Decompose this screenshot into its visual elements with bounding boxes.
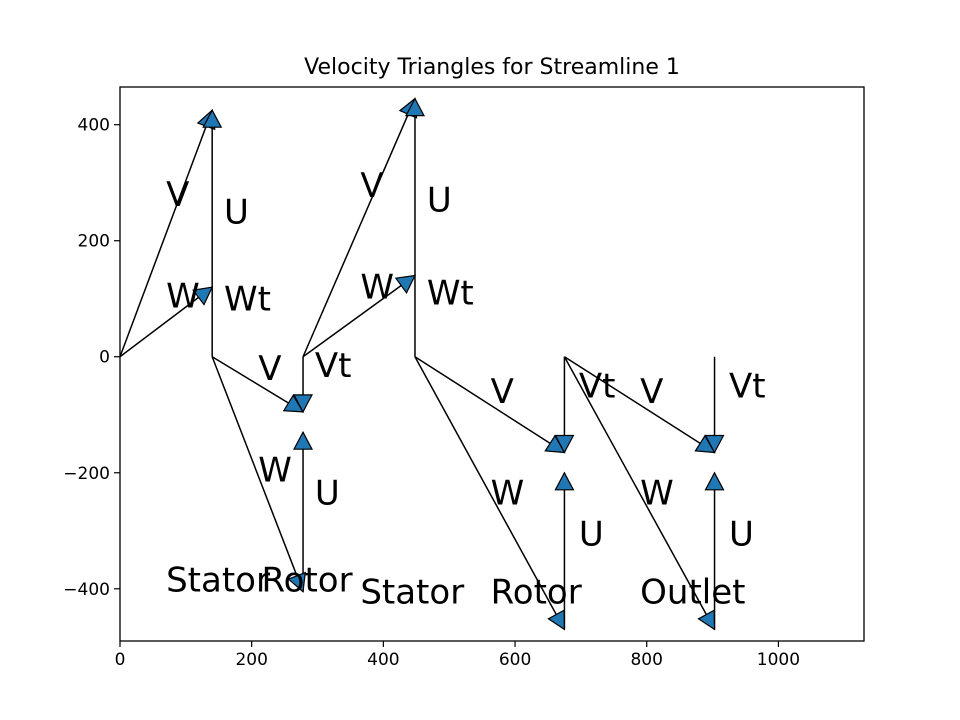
vector-line-9 (302, 274, 416, 358)
vector-line-16 (564, 356, 715, 454)
vector-label-2: W (166, 276, 200, 316)
vector-line-5 (211, 356, 304, 592)
vector-label-16: V (640, 372, 663, 412)
vector-label-4: V (258, 349, 281, 389)
y-tick-label-4: −400 (63, 580, 110, 600)
arrowhead-18 (704, 471, 725, 491)
vector-line-17 (563, 356, 716, 630)
x-tick-label-0: 0 (115, 650, 126, 670)
vector-label-7: U (315, 474, 340, 514)
vector-label-21: Rotor (262, 561, 353, 601)
vector-lines (119, 98, 716, 630)
vector-label-15: U (579, 514, 604, 554)
vector-label-14: W (491, 474, 525, 514)
x-axis: 0 200 400 600 800 1000 (115, 641, 800, 670)
vector-label-6: W (258, 450, 292, 490)
vector-label-22: Stator (360, 572, 464, 612)
arrowhead-9 (394, 274, 417, 294)
x-tick-label-1: 200 (235, 650, 267, 670)
vector-label-11: Wt (427, 274, 474, 314)
y-tick-label-0: 400 (78, 116, 110, 136)
vector-label-5: Vt (315, 346, 352, 386)
vector-label-10: W (360, 268, 394, 308)
arrowhead-2 (202, 108, 223, 128)
vector-label-17: Vt (729, 366, 766, 406)
vector-label-12: V (491, 372, 514, 412)
vector-line-1 (119, 286, 213, 358)
x-tick-label-3: 600 (499, 650, 531, 670)
arrowhead-7 (293, 394, 313, 414)
vector-line-8 (302, 98, 416, 358)
vector-line-12 (414, 356, 565, 454)
vector-label-24: Outlet (640, 572, 745, 612)
vector-label-13: Vt (579, 366, 616, 406)
arrowhead-15 (554, 434, 575, 454)
vector-label-0: V (166, 175, 189, 215)
arrowhead-1 (192, 286, 214, 306)
arrowhead-17 (697, 609, 716, 631)
x-tick-label-5: 1000 (757, 650, 800, 670)
arrowhead-10 (405, 97, 425, 117)
vector-line-13 (414, 356, 566, 630)
vector-label-9: U (427, 181, 452, 221)
y-tick-label-1: 200 (78, 232, 110, 252)
vector-label-1: U (224, 192, 249, 232)
vector-label-20: Stator (166, 561, 270, 601)
vector-label-19: U (729, 514, 754, 554)
axes-frame (119, 86, 865, 642)
vector-label-18: W (640, 474, 674, 514)
vector-line-4 (211, 356, 304, 413)
vector-label-3: Wt (224, 279, 271, 319)
y-axis: 400 200 0 −200 −400 (63, 116, 120, 600)
x-tick-label-4: 800 (630, 650, 662, 670)
x-tick-label-2: 400 (367, 650, 399, 670)
chart-title: Velocity Triangles for Streamline 1 (304, 55, 680, 80)
vector-label-23: Rotor (491, 572, 582, 612)
arrowhead-19 (704, 434, 725, 454)
arrowhead-14 (554, 471, 575, 491)
vector-line-0 (119, 109, 213, 358)
y-tick-label-3: −200 (63, 464, 110, 484)
arrowhead-5 (287, 571, 307, 593)
arrowhead-6 (293, 430, 313, 450)
arrowhead-13 (547, 609, 566, 631)
vector-label-8: V (360, 166, 383, 206)
y-tick-label-2: 0 (99, 348, 110, 368)
vector-arrowheads (192, 97, 725, 631)
